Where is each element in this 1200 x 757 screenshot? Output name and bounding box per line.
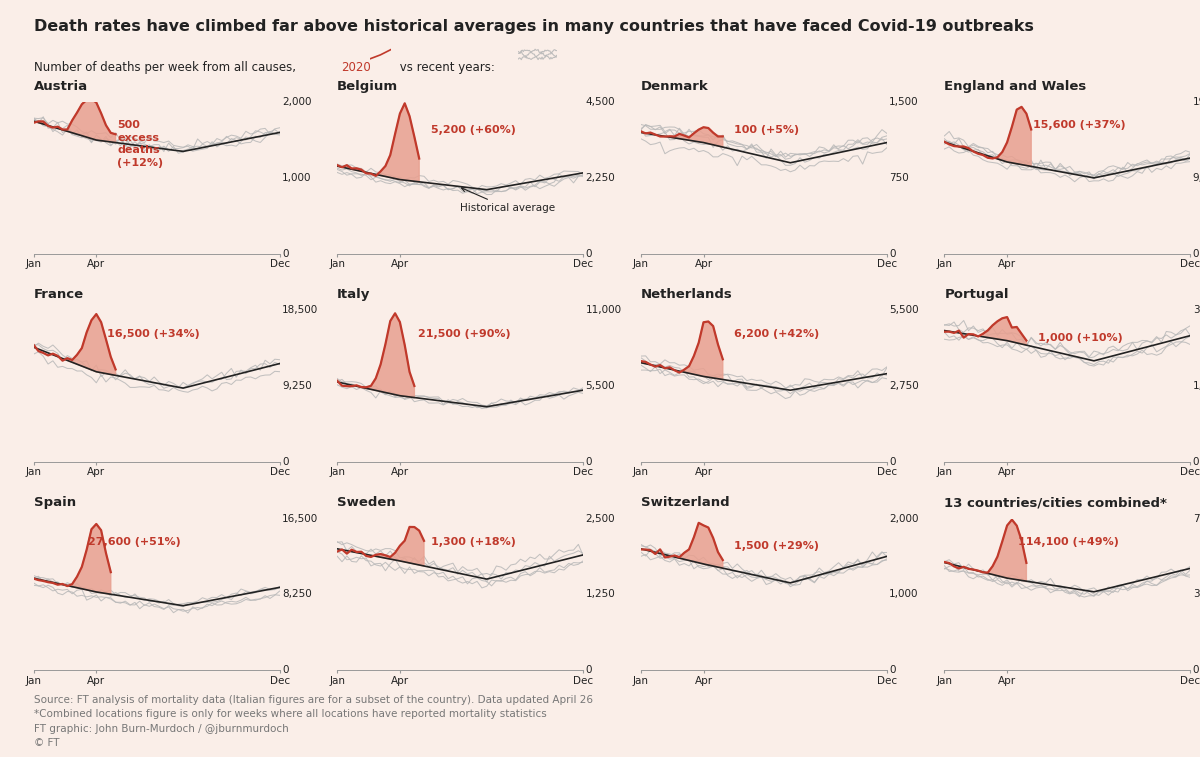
Text: Portugal: Portugal [944,288,1009,301]
Text: Death rates have climbed far above historical averages in many countries that ha: Death rates have climbed far above histo… [34,19,1033,34]
Text: 114,100 (+49%): 114,100 (+49%) [1019,537,1120,547]
Text: 5,500: 5,500 [889,305,919,316]
Text: 3,000: 3,000 [1193,305,1200,316]
Text: 77,500: 77,500 [1193,513,1200,524]
Text: 19,000: 19,000 [1193,97,1200,107]
Text: 4,500: 4,500 [586,97,616,107]
Text: 750: 750 [889,173,910,183]
Text: 16,500: 16,500 [282,513,318,524]
Text: 0: 0 [889,248,895,259]
Text: 9,250: 9,250 [282,381,312,391]
Text: France: France [34,288,84,301]
Text: 0: 0 [1193,248,1199,259]
Text: 2,000: 2,000 [889,513,919,524]
Text: 5,500: 5,500 [586,381,616,391]
Text: 1,000: 1,000 [282,173,312,183]
Text: 1,000: 1,000 [889,589,919,600]
Text: FT graphic: John Burn-Murdoch / @jburnmurdoch: FT graphic: John Burn-Murdoch / @jburnmu… [34,724,288,734]
Text: 2,750: 2,750 [889,381,919,391]
Text: 0: 0 [889,665,895,675]
Text: Switzerland: Switzerland [641,497,730,509]
Text: 100 (+5%): 100 (+5%) [734,125,799,135]
Text: 2,250: 2,250 [586,173,616,183]
Text: 13 countries/cities combined*: 13 countries/cities combined* [944,497,1168,509]
Text: vs recent years:: vs recent years: [396,61,499,73]
Text: 0: 0 [282,248,288,259]
Text: 2,500: 2,500 [586,513,616,524]
Text: 1,250: 1,250 [586,589,616,600]
Text: Austria: Austria [34,80,88,93]
Text: Historical average: Historical average [461,188,556,213]
Text: Belgium: Belgium [337,80,398,93]
Text: Number of deaths per week from all causes,: Number of deaths per week from all cause… [34,61,299,73]
Text: 0: 0 [586,665,592,675]
Text: 0: 0 [586,248,592,259]
Text: 0: 0 [586,456,592,467]
Text: 2,000: 2,000 [282,97,312,107]
Text: 1,000 (+10%): 1,000 (+10%) [1038,333,1123,343]
Text: 38,750: 38,750 [1193,589,1200,600]
Text: 8,250: 8,250 [282,589,312,600]
Text: Source: FT analysis of mortality data (Italian figures are for a subset of the c: Source: FT analysis of mortality data (I… [34,695,593,705]
Text: 11,000: 11,000 [586,305,622,316]
Text: 1,500: 1,500 [1193,381,1200,391]
Text: 1,300 (+18%): 1,300 (+18%) [431,537,516,547]
Text: 16,500 (+34%): 16,500 (+34%) [107,329,200,338]
Text: 9,500: 9,500 [1193,173,1200,183]
Text: England and Wales: England and Wales [944,80,1087,93]
Text: 0: 0 [1193,456,1199,467]
Text: Sweden: Sweden [337,497,396,509]
Text: *Combined locations figure is only for weeks where all locations have reported m: *Combined locations figure is only for w… [34,709,546,719]
Text: 2020: 2020 [341,61,371,73]
Text: 18,500: 18,500 [282,305,318,316]
Text: 0: 0 [282,456,288,467]
Text: 1,500 (+29%): 1,500 (+29%) [734,541,820,551]
Text: Denmark: Denmark [641,80,708,93]
Text: © FT: © FT [34,738,59,748]
Text: 0: 0 [282,665,288,675]
Text: 0: 0 [1193,665,1199,675]
Text: 15,600 (+37%): 15,600 (+37%) [1033,120,1126,130]
Text: 6,200 (+42%): 6,200 (+42%) [734,329,820,338]
Text: Spain: Spain [34,497,76,509]
Text: 0: 0 [889,456,895,467]
Text: 500
excess
deaths
(+12%): 500 excess deaths (+12%) [118,120,163,167]
Text: 21,500 (+90%): 21,500 (+90%) [419,329,511,338]
Text: Netherlands: Netherlands [641,288,732,301]
Text: 1,500: 1,500 [889,97,919,107]
Text: 27,600 (+51%): 27,600 (+51%) [88,537,180,547]
Text: 5,200 (+60%): 5,200 (+60%) [431,125,516,135]
Text: Italy: Italy [337,288,371,301]
